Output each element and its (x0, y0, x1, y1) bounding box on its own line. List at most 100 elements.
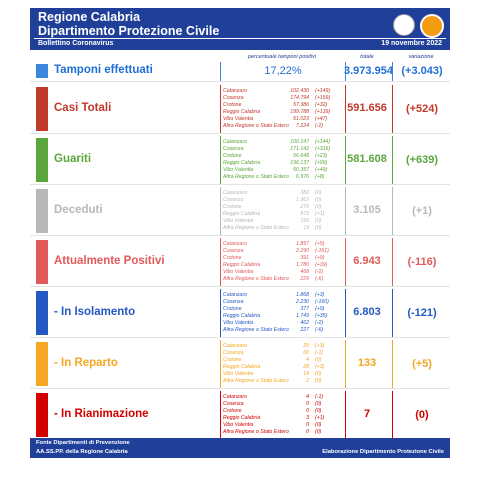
count: 1.780 (296, 262, 309, 268)
province: Reggio Calabria (223, 415, 261, 421)
detail-row: Cosenza 0 (0) (223, 401, 343, 408)
province: Reggio Calabria (223, 211, 261, 217)
detail-row: Vibo Valentia 462 (-2) (223, 320, 343, 327)
province: Cosenza (223, 350, 244, 356)
detail-row: Vibo Valentia 0 (0) (223, 422, 343, 429)
column-header: percentuale tamponi positivi (247, 54, 317, 60)
detail-row: Reggio Calabria 1.749 (+35) (223, 313, 343, 320)
province: Catanzaro (223, 394, 247, 400)
province: Altra Regione o Stato Estero (223, 174, 289, 180)
detail-row: Altra Regione o Stato Estero 2 (0) (223, 378, 343, 385)
province: Reggio Calabria (223, 262, 261, 268)
change: (-161) (315, 248, 329, 254)
province: Altra Regione o Stato Estero (223, 225, 289, 231)
label: - In Rianimazione (54, 408, 149, 420)
count: 2.290 (296, 248, 309, 254)
count: 377 (300, 306, 309, 312)
province: Catanzaro (223, 292, 247, 298)
change: (+316) (315, 146, 331, 152)
count: 199.788 (290, 109, 309, 115)
credit: Elaborazione Dipartimento Protezione Civ… (322, 449, 444, 455)
label: Tamponi effettuati (54, 64, 153, 76)
detail-row: Reggio Calabria 28 (+3) (223, 364, 343, 371)
count: 6.976 (296, 174, 309, 180)
detail-row: Crotone 391 (+9) (223, 255, 343, 262)
change: (0) (315, 401, 322, 407)
total: 6.803 (353, 306, 381, 318)
change: (+3.043) (392, 62, 451, 81)
change: (+1) (315, 211, 325, 217)
province: Vibo Valentia (223, 422, 254, 428)
detail-row: Vibo Valentia 51.023 (+47) (223, 116, 343, 123)
count: 391 (300, 255, 309, 261)
province: Reggio Calabria (223, 109, 261, 115)
change: (+3) (315, 364, 325, 370)
detail-row: Cosenza 2.230 (-160) (223, 299, 343, 306)
change: (-116) (392, 238, 451, 286)
change: (0) (315, 357, 322, 363)
change: (+5) (315, 241, 325, 247)
detail-row: Cosenza 2.290 (-161) (223, 248, 343, 255)
total: 3.105 (353, 204, 381, 216)
province: Crotone (223, 357, 242, 363)
detail: Catanzaro 1.897 (+5) Cosenza 2.290 (-161) Crot… (220, 238, 346, 286)
section: Deceduti Catanzaro 382 (0) Cosenza 1.362 (0) Cr… (30, 187, 450, 236)
detail-row: Altra Regione o Stato Estero 0 (0) (223, 429, 343, 436)
section: - In Isolamento Catanzaro 1.868 (+3) Cosenza… (30, 289, 450, 338)
label: - In Reparto (54, 357, 118, 369)
count: 199 (300, 218, 309, 224)
color-bar (36, 393, 48, 437)
province: Catanzaro (223, 88, 247, 94)
count: 0 (306, 408, 309, 414)
province: Cosenza (223, 146, 244, 152)
change: (+149) (315, 88, 331, 94)
change: (-6) (315, 276, 324, 282)
province: Altra Regione o Stato Estero (223, 276, 289, 282)
change: (+524) (392, 85, 451, 133)
detail-row: Reggio Calabria 873 (+1) (223, 211, 343, 218)
count: 462 (300, 320, 309, 326)
province: Reggio Calabria (223, 364, 261, 370)
section: Guariti Catanzaro 100.147 (+144) Cosenza 171.… (30, 136, 450, 185)
section: - In Rianimazione Catanzaro 4 (-1) Cosenza 0 (… (30, 391, 450, 440)
change: (+9) (315, 255, 325, 261)
label: Attualmente Positivi (54, 255, 165, 267)
total: 133 (357, 357, 377, 369)
change: (-121) (392, 289, 451, 337)
detail: Catanzaro 102.430 (+149) Cosenza 174.794 (+15… (220, 85, 346, 133)
change: (-6) (315, 327, 324, 333)
count: 1.868 (296, 292, 309, 298)
change: (0) (315, 218, 322, 224)
detail-row: Reggio Calabria 3 (+1) (223, 415, 343, 422)
count: 14 (303, 371, 309, 377)
detail-row: Crotone 270 (0) (223, 204, 343, 211)
province: Crotone (223, 408, 242, 414)
change: (+99) (315, 160, 328, 166)
detail-row: Crotone 377 (+9) (223, 306, 343, 313)
logo (393, 14, 415, 36)
change: (0) (315, 378, 322, 384)
detail-row: Reggio Calabria 1.780 (+39) (223, 262, 343, 269)
change: (+1) (392, 187, 451, 235)
detail: Catanzaro 1.868 (+3) Cosenza 2.230 (-160) Crot… (220, 289, 346, 337)
change: (+3) (315, 343, 325, 349)
detail-row: Cosenza 174.794 (+159) (223, 95, 343, 102)
change: (+159) (315, 95, 331, 101)
color-bar (36, 291, 48, 335)
detail-row: Catanzaro 4 (-1) (223, 394, 343, 401)
province: Reggio Calabria (223, 313, 261, 319)
source: AA.SS.PP. della Regione Calabria (36, 449, 128, 455)
footer: Fonte Dipartimenti di Prevenzione AA.SS.… (30, 438, 450, 458)
detail-row: Altra Regione o Stato Estero 229 (-6) (223, 276, 343, 283)
column-header: variazione (408, 54, 434, 60)
change: (0) (315, 422, 322, 428)
color-bar (36, 342, 48, 386)
count: 56.648 (293, 153, 309, 159)
detail-row: Altra Regione o Stato Estero 227 (-6) (223, 327, 343, 334)
count: 57.386 (293, 102, 309, 108)
change: (+8) (315, 174, 325, 180)
detail-row: Vibo Valentia 50.357 (+49) (223, 167, 343, 174)
province: Reggio Calabria (223, 160, 261, 166)
province: Catanzaro (223, 190, 247, 196)
